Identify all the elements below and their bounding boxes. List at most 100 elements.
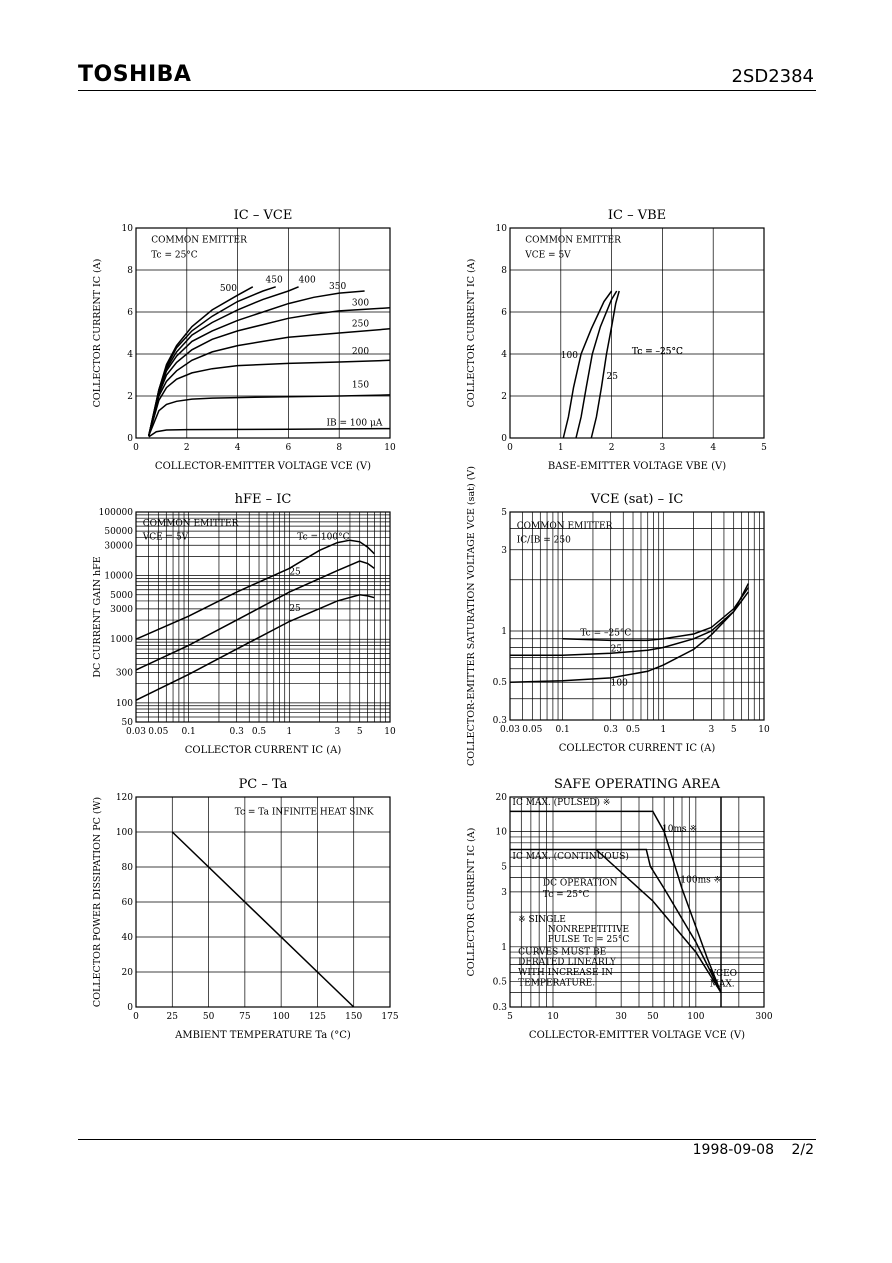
footer-date: 1998-09-08 bbox=[692, 1142, 774, 1158]
chart-annotation: VCE = 5V bbox=[524, 250, 571, 260]
y-tick-label: 3 bbox=[501, 888, 507, 898]
x-tick-label: 25 bbox=[167, 1012, 179, 1022]
y-tick-label: 100 bbox=[116, 828, 133, 838]
x-tick-label: 1 bbox=[660, 725, 666, 735]
x-tick-label: 0 bbox=[507, 443, 513, 453]
chart-annotation: 10ms ※ bbox=[662, 825, 697, 835]
y-tick-label: 120 bbox=[116, 793, 133, 803]
series-line bbox=[135, 539, 375, 640]
x-tick-label: 100 bbox=[273, 1012, 290, 1022]
x-tick-label: 5 bbox=[507, 1012, 513, 1022]
x-tick-label: 5 bbox=[731, 725, 737, 735]
y-axis-label: DC CURRENT GAIN hFE bbox=[92, 556, 103, 677]
x-axis-label: AMBIENT TEMPERATURE Ta (°C) bbox=[174, 1030, 351, 1041]
series-label: Tc = –25°C bbox=[580, 629, 631, 639]
chart-ic_vce: 0 2 4 6 8 10 0 2 4 6 8 10 IC – VCE COLLECTOR-EMITTER … bbox=[92, 208, 396, 472]
x-tick-label: 30 bbox=[615, 1012, 627, 1022]
x-tick-label: 4 bbox=[235, 443, 241, 453]
y-tick-label: 2 bbox=[501, 392, 507, 402]
plot-frame bbox=[509, 227, 765, 439]
chart-title: SAFE OPERATING AREA bbox=[554, 777, 721, 792]
x-tick-label: 3 bbox=[334, 727, 340, 737]
y-tick-label: 6 bbox=[127, 308, 133, 318]
x-tick-label: 125 bbox=[309, 1012, 326, 1022]
y-tick-label: 80 bbox=[122, 863, 134, 873]
chart-soa: 5 10 30 50 100 300 0.3 0.5 1 3 5 10 20 SAFE OPERATING… bbox=[466, 777, 773, 1041]
y-tick-label: 3000 bbox=[110, 605, 133, 615]
series-label: 350 bbox=[329, 282, 346, 292]
y-tick-label: 40 bbox=[122, 933, 134, 943]
chart-annotation: VCEO bbox=[709, 969, 737, 979]
y-axis-label: COLLECTOR-EMITTER SATURATION VOLTAGE VCE… bbox=[466, 466, 477, 766]
series-label: 100 bbox=[611, 678, 628, 688]
x-tick-label: 0.05 bbox=[522, 725, 542, 735]
brand-logo: TOSHIBA bbox=[78, 62, 192, 87]
x-tick-label: 0.1 bbox=[181, 727, 195, 737]
series-line bbox=[595, 848, 722, 993]
x-tick-label: 8 bbox=[336, 443, 342, 453]
chart-hfe_ic: 0.03 0.05 0.1 0.3 0.5 1 3 5 10 50 100 300 1000 3000 50… bbox=[92, 492, 396, 756]
series-label: 450 bbox=[266, 276, 283, 286]
chart-annotation: VCE = 5V bbox=[142, 532, 189, 542]
series-label: 150 bbox=[352, 381, 369, 391]
series-label: 25 bbox=[289, 604, 301, 614]
chart-annotation: IC MAX. (PULSED) ※ bbox=[512, 797, 610, 808]
plot-frame bbox=[135, 227, 391, 439]
series-line bbox=[509, 583, 750, 683]
series-line bbox=[135, 594, 375, 701]
x-tick-label: 2 bbox=[609, 443, 615, 453]
series-label: Tc = 100°C bbox=[297, 532, 349, 542]
chart-annotation: Tc = –25°C bbox=[632, 347, 683, 357]
x-tick-label: 10 bbox=[547, 1012, 559, 1022]
x-tick-label: 2 bbox=[184, 443, 190, 453]
y-tick-label: 3 bbox=[501, 546, 507, 556]
y-tick-label: 8 bbox=[501, 266, 507, 276]
chart-annotation: ※ SINGLE bbox=[518, 915, 566, 925]
y-tick-label: 60 bbox=[122, 898, 134, 908]
chart-title: IC – VBE bbox=[608, 208, 666, 223]
series-line bbox=[147, 286, 254, 437]
x-axis-label: COLLECTOR-EMITTER VOLTAGE VCE (V) bbox=[529, 1030, 745, 1041]
series-line bbox=[147, 290, 365, 437]
series-line bbox=[562, 290, 613, 439]
y-tick-label: 0 bbox=[501, 434, 507, 444]
series-label: 100 bbox=[561, 351, 578, 361]
chart-annotation: COMMON EMITTER bbox=[151, 236, 247, 246]
chart-title: IC – VCE bbox=[234, 208, 293, 223]
y-tick-label: 1 bbox=[501, 627, 507, 637]
x-tick-label: 150 bbox=[345, 1012, 362, 1022]
chart-annotation: IC/IB = 250 bbox=[517, 536, 571, 546]
x-tick-label: 1 bbox=[286, 727, 292, 737]
series-label: 300 bbox=[352, 299, 369, 309]
y-tick-label: 6 bbox=[501, 308, 507, 318]
series-label: 200 bbox=[352, 347, 369, 357]
footer-rule bbox=[78, 1139, 816, 1140]
chart-ic_vbe: 0 1 2 3 4 5 0 2 4 6 8 10 IC – VBE BASE-EMITTER VOLTAG… bbox=[466, 208, 767, 472]
y-tick-label: 100 bbox=[116, 699, 133, 709]
plot-frame bbox=[509, 511, 765, 721]
y-tick-label: 10 bbox=[496, 828, 508, 838]
series-label: 250 bbox=[352, 320, 369, 330]
footer-page: 2/2 bbox=[791, 1142, 814, 1158]
x-tick-label: 10 bbox=[384, 727, 396, 737]
chart-title: PC – Ta bbox=[239, 777, 288, 792]
series-line bbox=[147, 307, 391, 437]
y-axis-label: COLLECTOR POWER DISSIPATION PC (W) bbox=[92, 797, 103, 1007]
series-label: IB = 100 μA bbox=[327, 418, 383, 428]
y-axis-label: COLLECTOR CURRENT IC (A) bbox=[92, 259, 103, 408]
chart-annotation: IC MAX. (CONTINUOUS) bbox=[512, 851, 628, 862]
y-tick-label: 0.5 bbox=[493, 977, 508, 987]
x-tick-label: 4 bbox=[710, 443, 716, 453]
y-tick-label: 10000 bbox=[104, 572, 133, 582]
y-tick-label: 30000 bbox=[104, 541, 133, 551]
chart-annotation: COMMON EMITTER bbox=[525, 236, 621, 246]
chart-annotation: COMMON EMITTER bbox=[517, 521, 613, 531]
x-tick-label: 5 bbox=[761, 443, 767, 453]
series-label: 400 bbox=[299, 276, 316, 286]
chart-annotation: DC OPERATION bbox=[543, 879, 618, 889]
x-tick-label: 3 bbox=[708, 725, 714, 735]
y-tick-label: 20 bbox=[122, 968, 134, 978]
x-tick-label: 10 bbox=[758, 725, 770, 735]
series-line bbox=[147, 328, 391, 437]
